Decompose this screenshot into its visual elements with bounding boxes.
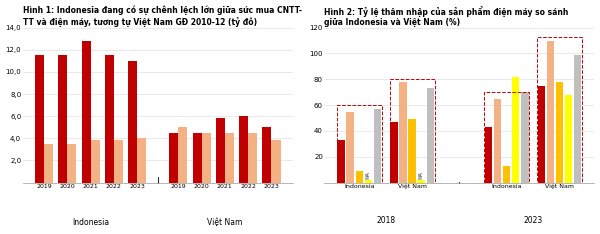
Bar: [105, 55, 114, 183]
Bar: [409, 119, 416, 183]
Bar: [356, 171, 363, 183]
Bar: [58, 55, 67, 183]
Bar: [485, 127, 492, 183]
Text: NA: NA: [366, 171, 371, 179]
Bar: [390, 122, 398, 183]
Bar: [248, 133, 257, 183]
Bar: [262, 127, 271, 183]
Text: Việt Nam: Việt Nam: [207, 218, 242, 227]
Bar: [556, 82, 563, 183]
Text: Indonesia: Indonesia: [72, 218, 109, 227]
Bar: [494, 99, 502, 183]
Bar: [389, 79, 435, 183]
Bar: [418, 180, 425, 183]
Bar: [400, 82, 407, 183]
Bar: [35, 55, 44, 183]
Bar: [225, 133, 234, 183]
Bar: [337, 140, 345, 183]
Bar: [271, 140, 281, 183]
Bar: [91, 140, 100, 183]
Bar: [538, 86, 545, 183]
Bar: [202, 133, 211, 183]
Bar: [427, 88, 434, 183]
Bar: [67, 144, 76, 183]
Bar: [374, 109, 381, 183]
Bar: [365, 180, 372, 183]
Bar: [82, 41, 91, 183]
Text: 2023: 2023: [523, 216, 542, 225]
Bar: [574, 55, 581, 183]
Bar: [216, 118, 225, 183]
Bar: [512, 77, 520, 183]
Bar: [565, 95, 572, 183]
Bar: [346, 112, 354, 183]
Bar: [193, 133, 202, 183]
Bar: [114, 140, 123, 183]
Text: NA: NA: [419, 171, 424, 179]
Bar: [137, 138, 146, 183]
Text: Hình 2: Tỷ lệ thâm nhập của sản phẩm điện máy so sánh
giữa Indonesia và Việt Nam: Hình 2: Tỷ lệ thâm nhập của sản phẩm điệ…: [325, 6, 569, 27]
Bar: [44, 144, 53, 183]
Text: 2018: 2018: [376, 216, 395, 225]
Bar: [547, 40, 554, 183]
Bar: [337, 105, 382, 183]
Bar: [484, 92, 529, 183]
Bar: [128, 61, 137, 183]
Bar: [521, 92, 529, 183]
Bar: [169, 133, 178, 183]
Text: Hình 1: Indonesia đang có sự chênh lệch lớn giữa sức mua CNTT-
TT và điện máy, t: Hình 1: Indonesia đang có sự chênh lệch …: [23, 6, 302, 27]
Bar: [537, 37, 582, 183]
Bar: [239, 116, 248, 183]
Bar: [503, 166, 511, 183]
Bar: [178, 127, 187, 183]
